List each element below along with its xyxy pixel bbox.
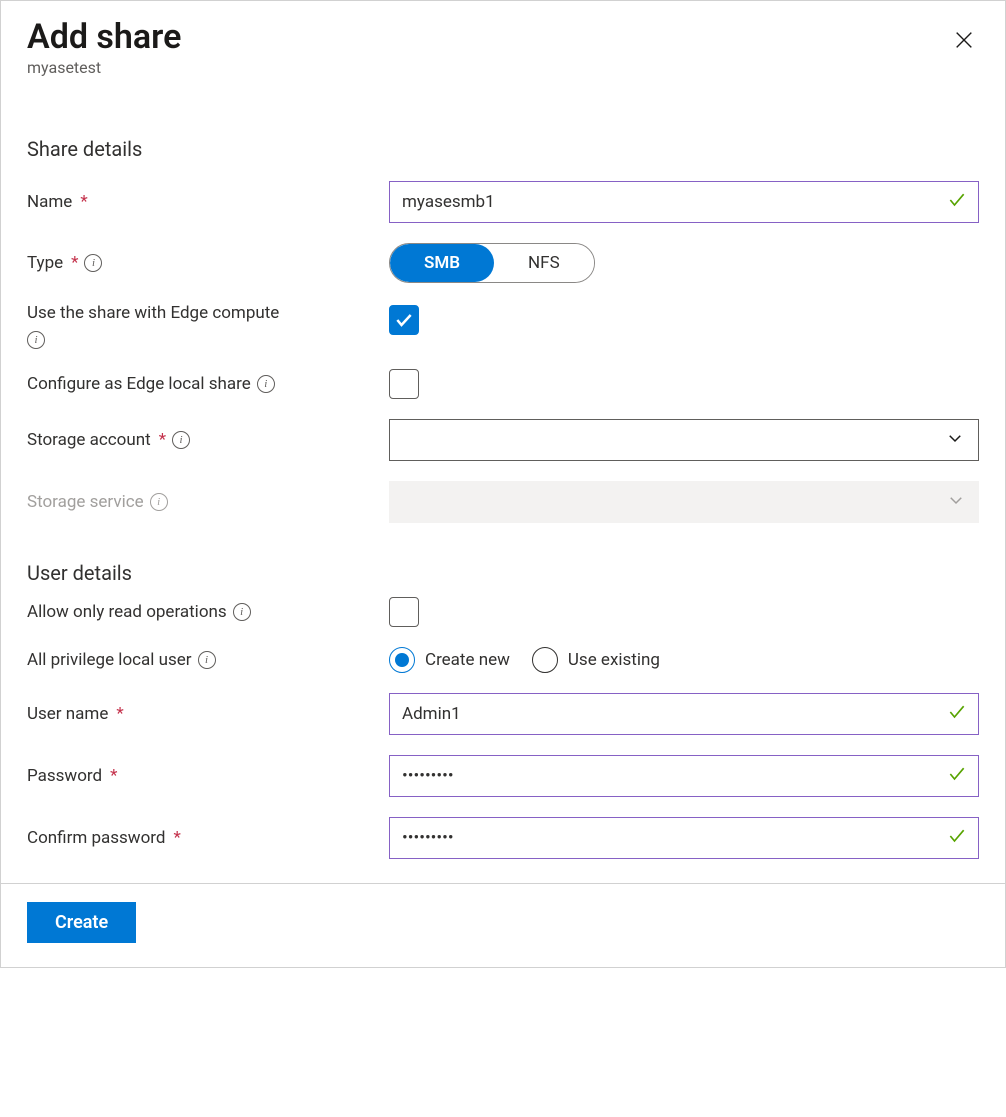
info-icon[interactable]: i bbox=[257, 375, 275, 393]
storage-service-label: Storage service bbox=[27, 492, 144, 512]
edge-compute-checkbox[interactable] bbox=[389, 305, 419, 335]
required-marker: * bbox=[110, 766, 117, 786]
row-storage-account: Storage account * i bbox=[27, 409, 979, 471]
type-segmented: SMB NFS bbox=[389, 243, 595, 283]
username-input[interactable] bbox=[389, 693, 979, 735]
required-marker: * bbox=[159, 430, 166, 450]
row-storage-service: Storage service i bbox=[27, 471, 979, 533]
close-button[interactable] bbox=[949, 25, 979, 59]
footer: Create bbox=[1, 883, 1005, 967]
type-option-nfs[interactable]: NFS bbox=[494, 244, 594, 282]
local-user-radio-create[interactable]: Create new bbox=[389, 647, 510, 673]
edge-compute-label: Use the share with Edge compute bbox=[27, 303, 279, 323]
info-icon: i bbox=[150, 493, 168, 511]
required-marker: * bbox=[173, 828, 180, 848]
info-icon[interactable]: i bbox=[198, 651, 216, 669]
row-name: Name * bbox=[27, 171, 979, 233]
storage-service-select bbox=[389, 481, 979, 523]
name-label: Name bbox=[27, 192, 72, 212]
radio-label-existing: Use existing bbox=[568, 650, 660, 670]
chevron-down-icon bbox=[947, 491, 965, 513]
read-only-checkbox[interactable] bbox=[389, 597, 419, 627]
info-icon[interactable]: i bbox=[172, 431, 190, 449]
read-only-label: Allow only read operations bbox=[27, 602, 227, 622]
username-label: User name bbox=[27, 704, 108, 724]
storage-account-label: Storage account bbox=[27, 430, 151, 450]
local-user-label: All privilege local user bbox=[27, 650, 192, 670]
row-type: Type * i SMB NFS bbox=[27, 233, 979, 293]
row-read-only: Allow only read operations i bbox=[27, 595, 979, 637]
close-icon bbox=[953, 29, 975, 51]
header: Add share myasetest bbox=[1, 1, 1005, 77]
row-username: User name * bbox=[27, 683, 979, 745]
required-marker: * bbox=[80, 192, 87, 212]
row-edge-local: Configure as Edge local share i bbox=[27, 359, 979, 409]
edge-local-checkbox[interactable] bbox=[389, 369, 419, 399]
row-edge-compute: Use the share with Edge compute i bbox=[27, 293, 979, 359]
panel-title: Add share bbox=[27, 19, 181, 56]
row-password: Password * bbox=[27, 745, 979, 807]
section-user-details: User details bbox=[27, 561, 979, 585]
storage-account-select[interactable] bbox=[389, 419, 979, 461]
create-button[interactable]: Create bbox=[27, 902, 136, 943]
row-local-user: All privilege local user i Create new Us… bbox=[27, 637, 979, 683]
confirm-password-label: Confirm password bbox=[27, 828, 165, 848]
panel-subtitle: myasetest bbox=[27, 58, 181, 77]
info-icon[interactable]: i bbox=[84, 254, 102, 272]
local-user-radio-existing[interactable]: Use existing bbox=[532, 647, 660, 673]
info-icon[interactable]: i bbox=[233, 603, 251, 621]
info-icon[interactable]: i bbox=[27, 331, 45, 349]
required-marker: * bbox=[71, 253, 78, 273]
section-share-details: Share details bbox=[27, 137, 979, 161]
type-option-smb[interactable]: SMB bbox=[390, 244, 494, 282]
name-input[interactable] bbox=[389, 181, 979, 223]
type-label: Type bbox=[27, 253, 63, 273]
required-marker: * bbox=[116, 704, 123, 724]
edge-local-label: Configure as Edge local share bbox=[27, 374, 251, 394]
radio-label-create: Create new bbox=[425, 650, 510, 670]
check-icon bbox=[394, 310, 414, 330]
row-confirm-password: Confirm password * bbox=[27, 807, 979, 869]
chevron-down-icon bbox=[946, 429, 964, 451]
password-label: Password bbox=[27, 766, 102, 786]
add-share-panel: Add share myasetest Share details Name * bbox=[0, 0, 1006, 968]
password-input[interactable] bbox=[389, 755, 979, 797]
confirm-password-input[interactable] bbox=[389, 817, 979, 859]
